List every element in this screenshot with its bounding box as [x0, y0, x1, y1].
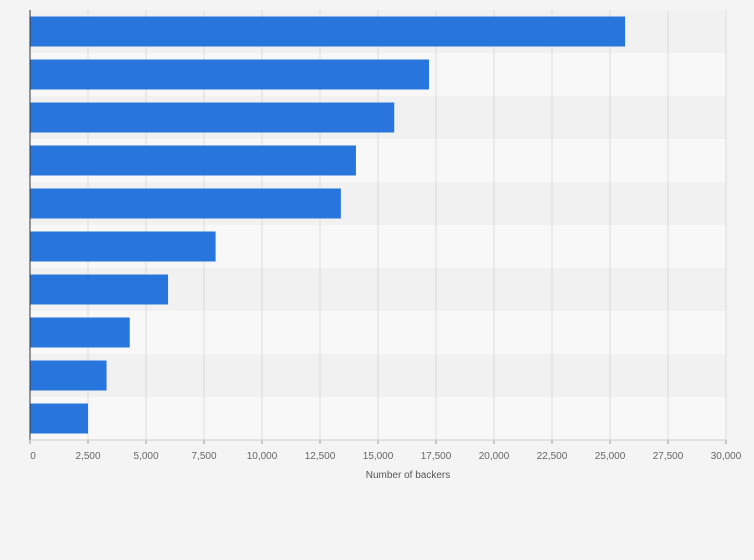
x-tick-label: 30,000 [711, 451, 742, 462]
bar [30, 403, 88, 434]
bar [30, 231, 216, 262]
x-tick-label: 22,500 [537, 451, 568, 462]
bar [30, 16, 626, 47]
x-tick-label: 15,000 [363, 451, 394, 462]
axes [29, 10, 727, 444]
bar [30, 274, 169, 305]
x-tick-label: 12,500 [305, 451, 336, 462]
x-tick-label: 27,500 [653, 451, 684, 462]
x-tick-label: 5,000 [133, 451, 158, 462]
bar [30, 317, 130, 348]
x-tick-label: 2,500 [75, 451, 100, 462]
x-tick-labels: 0 2,500 5,000 7,500 10,000 12,500 15,000 17,500… [30, 451, 742, 462]
bar [30, 145, 356, 176]
x-axis-title: Number of backers [366, 470, 450, 481]
x-tick-label: 0 [30, 451, 36, 462]
bar [30, 360, 107, 391]
x-tick-label: 17,500 [421, 451, 452, 462]
x-tick-label: 25,000 [595, 451, 626, 462]
bar [30, 59, 430, 90]
bars [30, 16, 626, 434]
x-tick-label: 7,500 [191, 451, 216, 462]
x-tick-label: 20,000 [479, 451, 510, 462]
x-tick-label: 10,000 [247, 451, 278, 462]
bar [30, 102, 395, 133]
bar [30, 188, 341, 219]
